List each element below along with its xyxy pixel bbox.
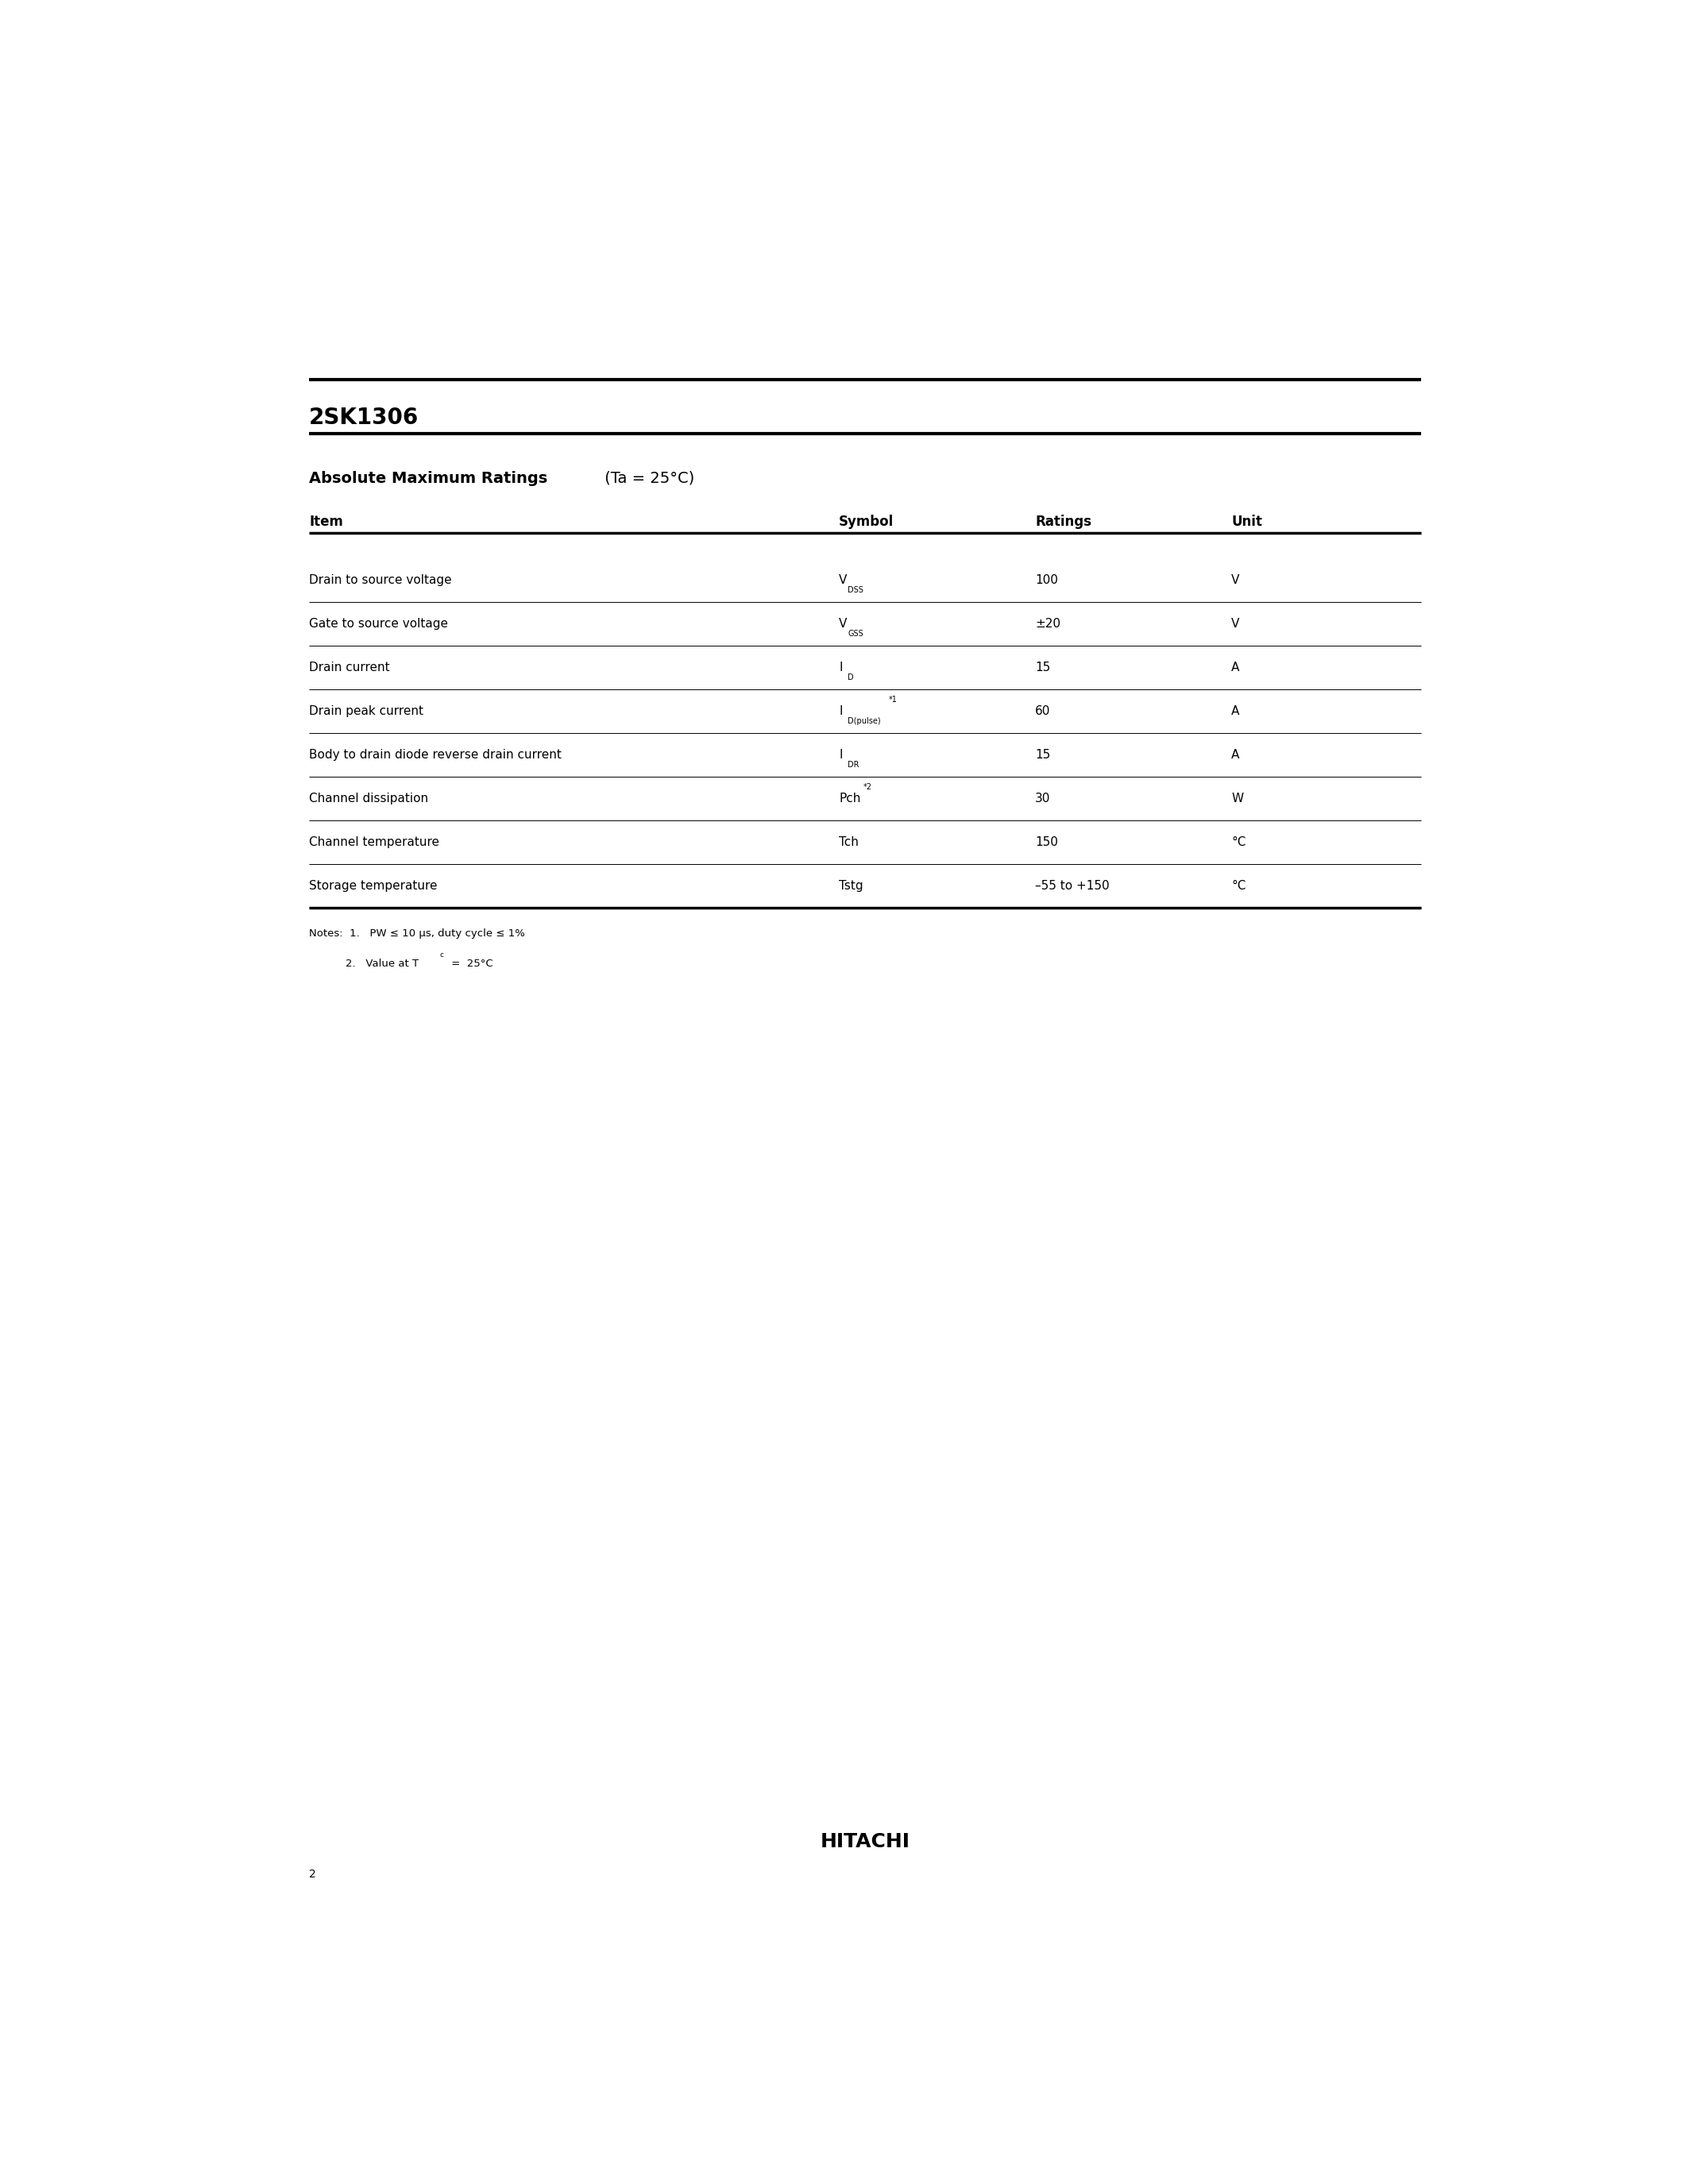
Text: °C: °C <box>1232 836 1246 847</box>
Text: –55 to +150: –55 to +150 <box>1035 880 1109 891</box>
Text: 60: 60 <box>1035 705 1050 716</box>
Text: 15: 15 <box>1035 662 1050 673</box>
Text: V: V <box>839 574 847 585</box>
Text: Storage temperature: Storage temperature <box>309 880 437 891</box>
Text: °C: °C <box>1232 880 1246 891</box>
Text: Item: Item <box>309 515 343 529</box>
Text: Unit: Unit <box>1232 515 1263 529</box>
Text: D: D <box>847 673 854 681</box>
Text: Gate to source voltage: Gate to source voltage <box>309 618 447 629</box>
Text: Pch: Pch <box>839 793 861 804</box>
Text: A: A <box>1232 705 1239 716</box>
Text: 30: 30 <box>1035 793 1050 804</box>
Text: GSS: GSS <box>847 629 864 638</box>
Text: *2: *2 <box>863 782 871 791</box>
Text: Drain peak current: Drain peak current <box>309 705 424 716</box>
Text: Channel temperature: Channel temperature <box>309 836 439 847</box>
Text: *1: *1 <box>890 695 898 703</box>
Text: I: I <box>839 662 842 673</box>
Text: DR: DR <box>847 760 859 769</box>
Text: 150: 150 <box>1035 836 1058 847</box>
Text: 15: 15 <box>1035 749 1050 760</box>
Text: V: V <box>1232 574 1239 585</box>
Text: Tch: Tch <box>839 836 859 847</box>
Text: 100: 100 <box>1035 574 1058 585</box>
Text: V: V <box>1232 618 1239 629</box>
Text: I: I <box>839 749 842 760</box>
Text: HITACHI: HITACHI <box>820 1832 910 1852</box>
Text: =  25°C: = 25°C <box>447 959 493 970</box>
Text: 2.   Value at T: 2. Value at T <box>346 959 419 970</box>
Text: V: V <box>839 618 847 629</box>
Text: c: c <box>441 952 444 959</box>
Text: Body to drain diode reverse drain current: Body to drain diode reverse drain curren… <box>309 749 562 760</box>
Text: Channel dissipation: Channel dissipation <box>309 793 429 804</box>
Text: Drain current: Drain current <box>309 662 390 673</box>
Text: Symbol: Symbol <box>839 515 895 529</box>
Text: W: W <box>1232 793 1244 804</box>
Text: (Ta = 25°C): (Ta = 25°C) <box>599 470 694 485</box>
Text: Tstg: Tstg <box>839 880 863 891</box>
Text: DSS: DSS <box>847 585 864 594</box>
Text: ±20: ±20 <box>1035 618 1060 629</box>
Text: A: A <box>1232 662 1239 673</box>
Text: Drain to source voltage: Drain to source voltage <box>309 574 452 585</box>
Text: I: I <box>839 705 842 716</box>
Text: 2SK1306: 2SK1306 <box>309 406 419 428</box>
Text: A: A <box>1232 749 1239 760</box>
Text: Ratings: Ratings <box>1035 515 1092 529</box>
Text: 2: 2 <box>309 1870 316 1880</box>
Text: Absolute Maximum Ratings: Absolute Maximum Ratings <box>309 470 547 485</box>
Text: Notes:  1.   PW ≤ 10 μs, duty cycle ≤ 1%: Notes: 1. PW ≤ 10 μs, duty cycle ≤ 1% <box>309 928 525 939</box>
Text: D(pulse): D(pulse) <box>847 716 881 725</box>
